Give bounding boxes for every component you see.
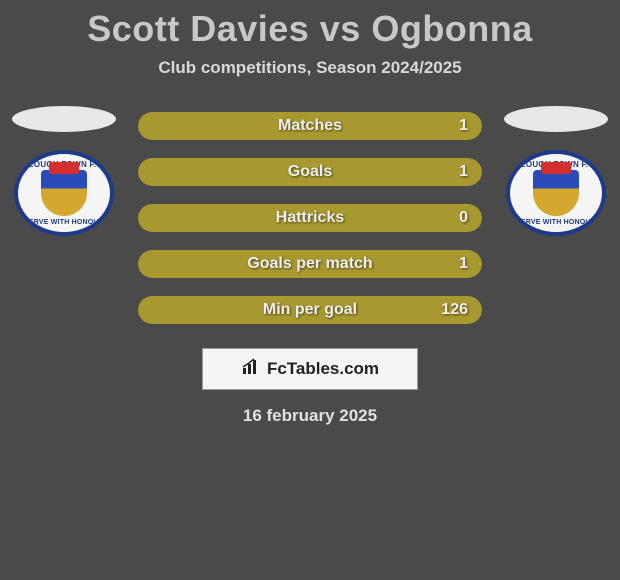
left-club-motto: SERVE WITH HONOUR	[24, 219, 104, 226]
brand-text: FcTables.com	[267, 359, 379, 379]
brand-box[interactable]: FcTables.com	[202, 348, 418, 390]
stat-bar: Min per goal 126	[138, 296, 482, 324]
chart-icon	[241, 358, 261, 381]
left-player-column: SLOUGH TOWN F.C. SERVE WITH HONOUR	[10, 106, 118, 236]
stats-column: Matches 1 Goals 1 Hattricks 0 Goals per match 1…	[138, 112, 482, 324]
stat-bar: Matches 1	[138, 112, 482, 140]
comparison-container: Scott Davies vs Ogbonna Club competition…	[0, 0, 620, 426]
stat-value: 1	[459, 255, 468, 273]
main-row: SLOUGH TOWN F.C. SERVE WITH HONOUR Match…	[0, 106, 620, 324]
stat-bar: Goals 1	[138, 158, 482, 186]
stat-value: 0	[459, 209, 468, 227]
right-club-motto: SERVE WITH HONOUR	[516, 219, 596, 226]
stat-bar-right-segment	[310, 158, 482, 186]
stat-bar: Goals per match 1	[138, 250, 482, 278]
left-club-crest-icon	[41, 170, 87, 216]
stat-bar-left-segment	[138, 158, 310, 186]
stat-label: Hattricks	[276, 209, 344, 227]
stat-label: Matches	[278, 117, 342, 135]
right-club-badge: SLOUGH TOWN F.C. SERVE WITH HONOUR	[506, 150, 606, 236]
stat-bar: Hattricks 0	[138, 204, 482, 232]
stat-label: Goals	[288, 163, 332, 181]
stat-label: Min per goal	[263, 301, 357, 319]
date-text: 16 february 2025	[0, 406, 620, 426]
stat-label: Goals per match	[247, 255, 372, 273]
stat-value: 126	[441, 301, 468, 319]
right-club-crest-icon	[533, 170, 579, 216]
subtitle: Club competitions, Season 2024/2025	[0, 58, 620, 78]
right-player-avatar-placeholder	[504, 106, 608, 132]
left-club-badge: SLOUGH TOWN F.C. SERVE WITH HONOUR	[14, 150, 114, 236]
stat-value: 1	[459, 117, 468, 135]
stat-value: 1	[459, 163, 468, 181]
right-player-column: SLOUGH TOWN F.C. SERVE WITH HONOUR	[502, 106, 610, 236]
page-title: Scott Davies vs Ogbonna	[0, 8, 620, 50]
left-player-avatar-placeholder	[12, 106, 116, 132]
